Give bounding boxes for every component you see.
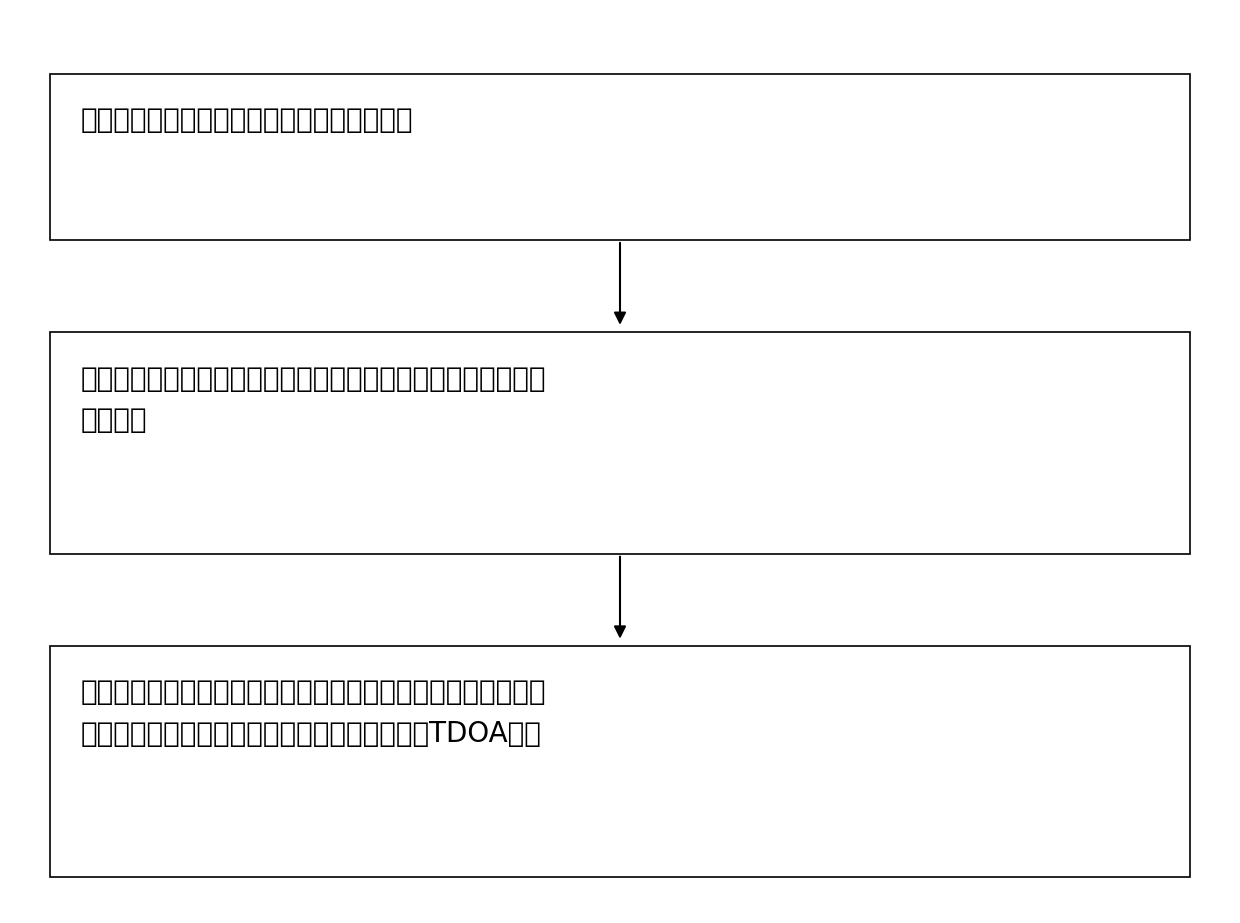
FancyBboxPatch shape: [50, 646, 1190, 877]
FancyBboxPatch shape: [50, 332, 1190, 554]
Text: 接收不同测量站收到同一个辐射源发出的信号: 接收不同测量站收到同一个辐射源发出的信号: [81, 106, 413, 134]
FancyBboxPatch shape: [50, 74, 1190, 240]
Text: 分别筛选信号的低频段有效谱线数据去除对时差计算低贡献度的
谱线数据: 分别筛选信号的低频段有效谱线数据去除对时差计算低贡献度的 谱线数据: [81, 365, 546, 434]
Text: 削减经过离散化权重函数处理的信号中对时差计算低贡献度的谱
线幅值得到互功率谱密度函数，计算时间差进行TDOA定位: 削减经过离散化权重函数处理的信号中对时差计算低贡献度的谱 线幅值得到互功率谱密度…: [81, 678, 546, 748]
